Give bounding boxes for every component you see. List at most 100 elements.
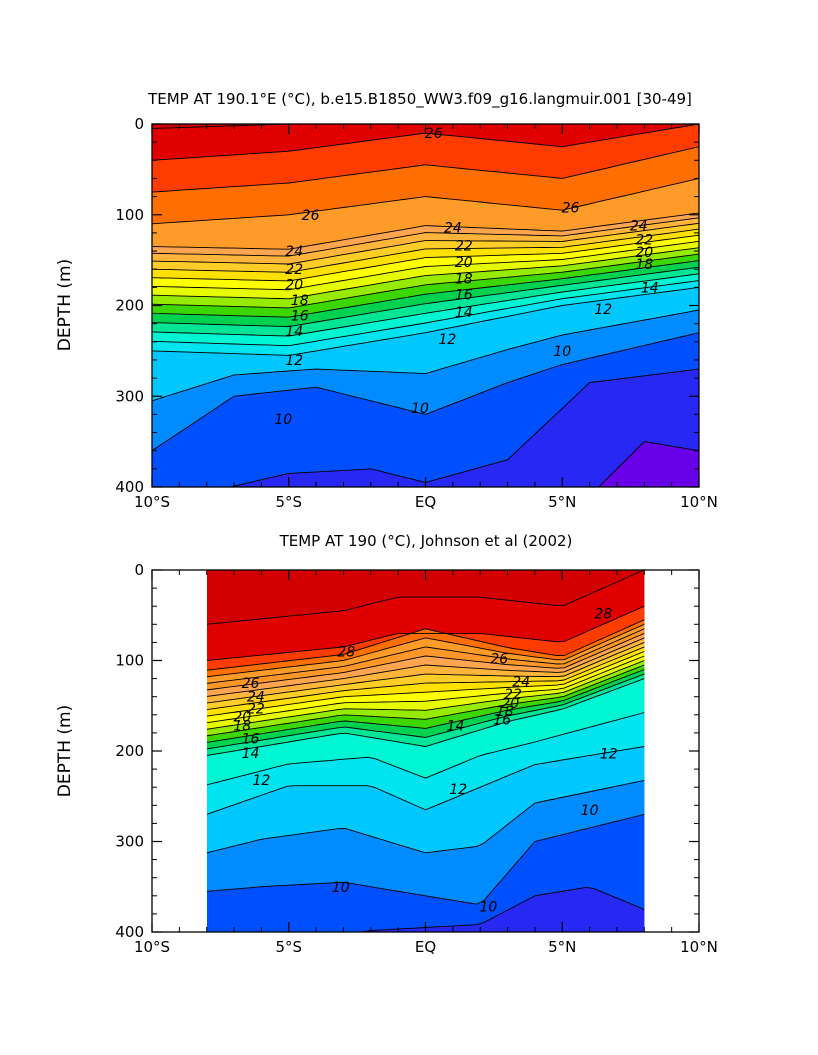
contour-label: 24 — [247, 690, 265, 706]
contour-label: 12 — [594, 302, 612, 318]
contour-line — [207, 637, 645, 697]
contour-label: 24 — [630, 219, 648, 235]
y-tick-label: 200 — [115, 742, 144, 760]
y-tick-label: 0 — [134, 115, 144, 133]
contour-label: 26 — [302, 208, 320, 224]
contour-label: 16 — [455, 288, 473, 304]
contour-label: 28 — [594, 606, 612, 622]
contour-label: 24 — [512, 674, 530, 690]
contour-label: 18 — [635, 257, 653, 273]
contour-label: 20 — [635, 245, 653, 261]
contour-line — [152, 240, 699, 291]
x-tick-label: 5°N — [548, 938, 576, 956]
contour-label: 22 — [504, 687, 522, 703]
contour-label: 14 — [641, 280, 659, 296]
y-tick-label: 400 — [115, 923, 144, 941]
contour-line — [598, 441, 699, 487]
contour-band — [230, 369, 699, 487]
contour-label: 14 — [242, 746, 260, 762]
contour-label: 20 — [233, 710, 251, 726]
temperature-field — [207, 570, 645, 932]
x-tick-label: EQ — [415, 938, 436, 956]
contour-line — [152, 146, 699, 193]
y-axis-label: DEPTH (m) — [55, 705, 75, 797]
contour-label: 10 — [411, 401, 429, 417]
x-tick-label: 10°N — [680, 938, 718, 956]
contour-label: 20 — [455, 255, 473, 271]
contour-label: 18 — [496, 704, 514, 720]
contour-line — [152, 212, 699, 250]
contour-line — [152, 247, 699, 300]
contour-line — [152, 253, 699, 309]
contour-band — [598, 441, 699, 487]
contour-line — [152, 266, 699, 328]
axis-ticks: 10°S 5°S EQ 5°N 10°N 0 100 200 300 400 — [115, 115, 718, 511]
contour-label: 22 — [247, 702, 265, 718]
contour-line — [207, 779, 645, 854]
contour-band — [361, 887, 645, 932]
panel-observations: TEMP AT 190 (°C), Johnson et al (2002) 2… — [55, 532, 718, 956]
contour-line — [207, 678, 645, 756]
contour-label: 26 — [425, 126, 443, 142]
contour-line — [152, 177, 699, 225]
contour-line — [152, 280, 699, 347]
contour-line — [207, 628, 645, 684]
contour-line — [207, 646, 645, 711]
contour-line — [207, 623, 645, 678]
contour-line — [207, 651, 645, 717]
contour-label: 26 — [562, 201, 580, 217]
contour-label: 12 — [285, 353, 303, 369]
contour-line — [207, 605, 645, 661]
contour-label: 22 — [285, 262, 303, 278]
contour-line — [207, 660, 645, 730]
contour-label: 14 — [447, 719, 465, 735]
x-tick-label: 10°S — [134, 938, 170, 956]
y-tick-label: 300 — [115, 833, 144, 851]
x-tick-label: 5°S — [275, 493, 302, 511]
contour-line — [152, 309, 699, 402]
contour-line — [152, 260, 699, 318]
y-tick-label: 0 — [134, 561, 144, 579]
contour-line — [152, 217, 699, 257]
contour-label: 18 — [455, 271, 473, 287]
contour-label: 10 — [274, 412, 292, 428]
contour-label: 18 — [291, 293, 309, 309]
contour-line — [207, 632, 645, 691]
contour-label: 12 — [252, 773, 270, 789]
contour-line — [207, 655, 645, 724]
x-tick-label: 10°S — [134, 493, 170, 511]
panel-model: TEMP AT 190.1°E (°C), b.e15.B1850_WW3.f0… — [55, 90, 718, 511]
y-tick-label: 400 — [115, 478, 144, 496]
contour-line — [152, 234, 699, 282]
contour-label: 12 — [438, 332, 456, 348]
contour-line — [152, 222, 699, 265]
contour-label: 12 — [449, 782, 467, 798]
contour-line — [152, 332, 699, 452]
x-tick-label: 10°N — [680, 493, 718, 511]
contour-label: 10 — [553, 344, 571, 360]
contour-label: 20 — [285, 278, 303, 294]
contour-label: 14 — [285, 324, 303, 340]
y-tick-label: 200 — [115, 297, 144, 315]
contour-label: 10 — [581, 803, 599, 819]
contour-label: 14 — [455, 305, 473, 321]
contour-lines — [207, 570, 645, 932]
contour-label: 10 — [332, 880, 350, 896]
chart-title: TEMP AT 190.1°E (°C), b.e15.B1850_WW3.f0… — [147, 90, 692, 109]
y-tick-label: 100 — [115, 206, 144, 224]
contour-label: 12 — [600, 747, 618, 763]
contour-line — [207, 673, 645, 750]
contour-line — [207, 641, 645, 704]
contour-line — [207, 813, 645, 905]
chart-title: TEMP AT 190 (°C), Johnson et al (2002) — [279, 532, 573, 550]
contour-line — [152, 286, 699, 356]
contour-line — [207, 570, 645, 625]
contour-label: 18 — [233, 719, 251, 735]
contour-line — [207, 746, 645, 815]
y-tick-label: 300 — [115, 387, 144, 405]
contour-line — [207, 664, 645, 737]
contour-line — [152, 273, 699, 337]
